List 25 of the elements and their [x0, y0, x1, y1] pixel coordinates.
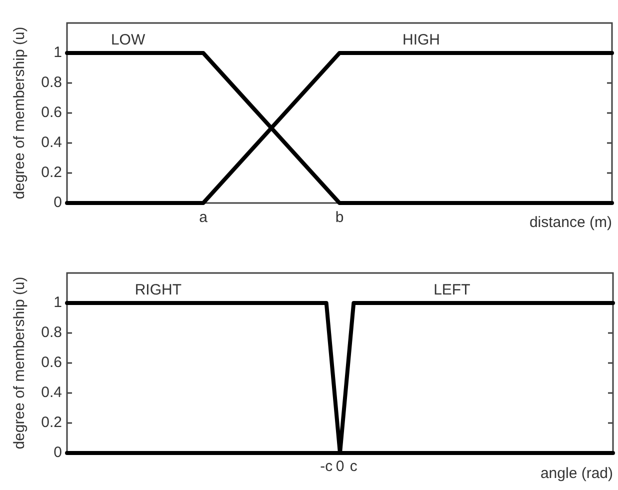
y-tick-label: 0.6 — [41, 104, 62, 122]
y-axis-title: degree of membership (u) — [11, 276, 28, 450]
x-axis-title: distance (m) — [529, 214, 612, 232]
y-tick-label: 1 — [54, 294, 62, 312]
y-tick-label: 0.4 — [41, 384, 62, 402]
x-tick-label: b — [335, 209, 344, 226]
series-label: LEFT — [434, 282, 470, 299]
series-label: RIGHT — [134, 282, 182, 299]
y-tick-label: 1 — [54, 44, 62, 62]
series-label: LOW — [110, 32, 146, 49]
series-label: HIGH — [402, 32, 440, 49]
y-tick-label: 0 — [54, 194, 62, 212]
y-tick-label: 0.8 — [41, 74, 62, 92]
y-tick-label: 0.6 — [41, 354, 62, 372]
y-tick-label: 0.2 — [41, 414, 62, 432]
x-tick-label: c — [350, 458, 358, 476]
x-tick-label: 0 — [336, 458, 344, 476]
x-axis-title: angle (rad) — [540, 465, 613, 482]
y-tick-label: 0.8 — [41, 324, 62, 342]
x-tick-label: -c — [320, 458, 334, 476]
y-tick-label: 0.2 — [41, 164, 62, 182]
x-tick-label: a — [199, 209, 208, 226]
y-tick-label: 0 — [54, 444, 62, 462]
y-axis-title: degree of membership (u) — [11, 26, 28, 200]
y-tick-label: 0.4 — [41, 134, 62, 152]
